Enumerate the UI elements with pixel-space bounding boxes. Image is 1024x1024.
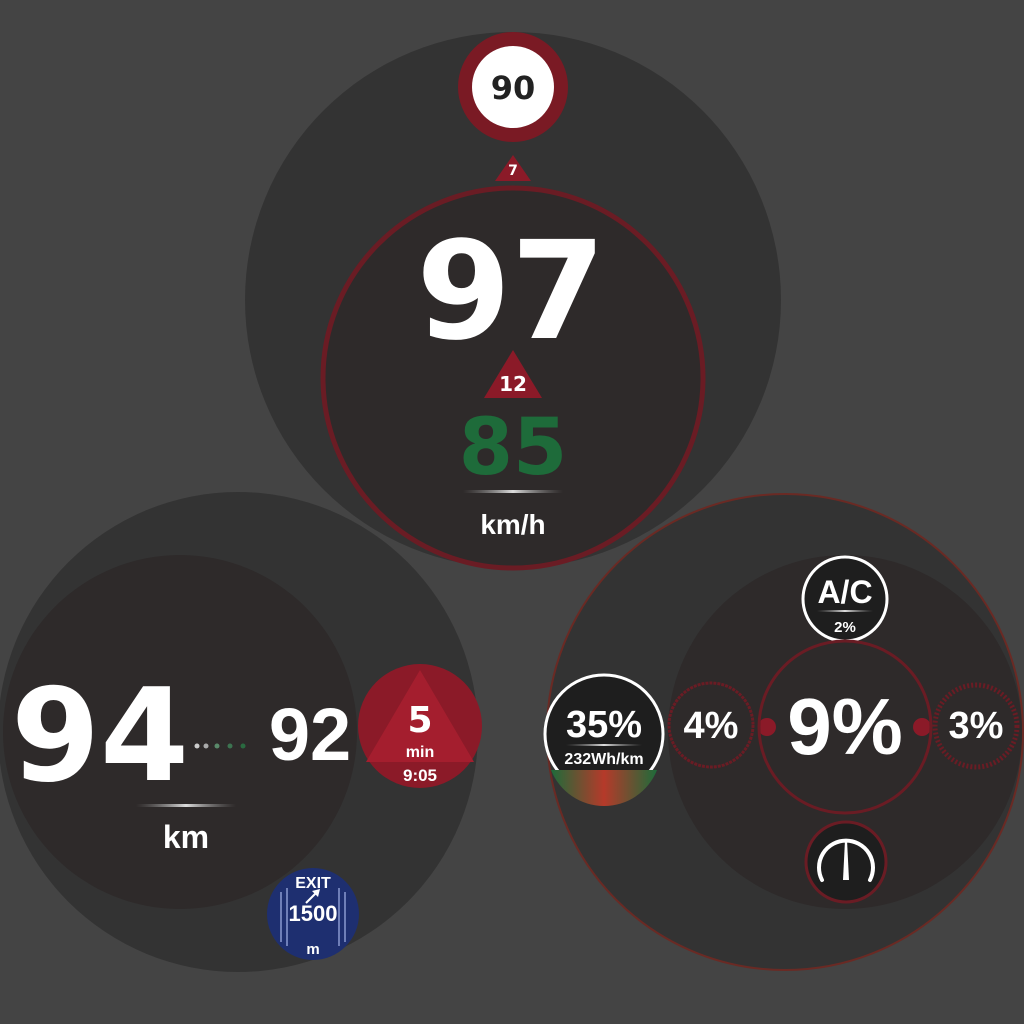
speed-limit-value: 90 [491, 69, 536, 107]
time-delta-value: 5 [407, 700, 432, 741]
current-speed: 97 [416, 213, 605, 371]
range-panel: 94 92 km 5 min 9:05 [0, 492, 482, 972]
exit-distance: 1500 [289, 901, 338, 926]
left-percent: 4% [684, 705, 739, 747]
energy-panel: A/C 2% 35% 232Wh/km 4% 9% [543, 493, 1024, 971]
time-delta-badge: 5 min 9:05 [358, 664, 482, 788]
limit-delta-indicator: 7 [495, 155, 531, 181]
speed-panel: 90 7 97 12 85 km/h [245, 32, 781, 571]
ac-label: A/C [817, 574, 872, 610]
speed-divider [463, 490, 563, 493]
battery-indicator: 35% 232Wh/km [543, 673, 665, 807]
main-consumer-indicator: 9% [757, 639, 933, 815]
range-progress-dots [194, 743, 246, 749]
next-charge-value: 92 [269, 693, 351, 776]
exit-arrow-icon [305, 889, 320, 904]
speed-unit: km/h [480, 509, 545, 540]
ac-indicator[interactable]: A/C 2% [801, 555, 889, 643]
speed-limit-sign: 90 [458, 32, 568, 142]
right-consumer-indicator: 3% [932, 682, 1020, 770]
energy-panel-inner [668, 555, 1022, 909]
speed-delta-value: 12 [499, 372, 527, 396]
speedometer-icon[interactable] [804, 820, 888, 904]
range-value: 94 [11, 662, 189, 811]
arrival-time: 9:05 [403, 766, 437, 785]
exit-sign: EXIT 1500 m [267, 868, 359, 960]
range-panel-inner [3, 555, 357, 909]
exit-lane-marks [280, 888, 346, 946]
limit-delta-value: 7 [508, 163, 518, 179]
target-speed: 85 [459, 403, 568, 493]
time-delta-unit: min [406, 744, 434, 761]
left-consumer-indicator: 4% [667, 681, 755, 769]
consumption-value: 232Wh/km [564, 751, 643, 768]
range-unit: km [163, 819, 209, 855]
range-divider [136, 804, 236, 807]
energy-connectors [758, 718, 931, 736]
speed-delta-indicator: 12 [484, 350, 542, 398]
exit-unit: m [306, 941, 319, 958]
right-percent: 3% [949, 705, 1004, 747]
battery-percent: 35% [566, 704, 642, 746]
center-percent: 9% [787, 682, 903, 771]
exit-label: EXIT [295, 875, 331, 892]
ac-percent: 2% [834, 619, 856, 636]
